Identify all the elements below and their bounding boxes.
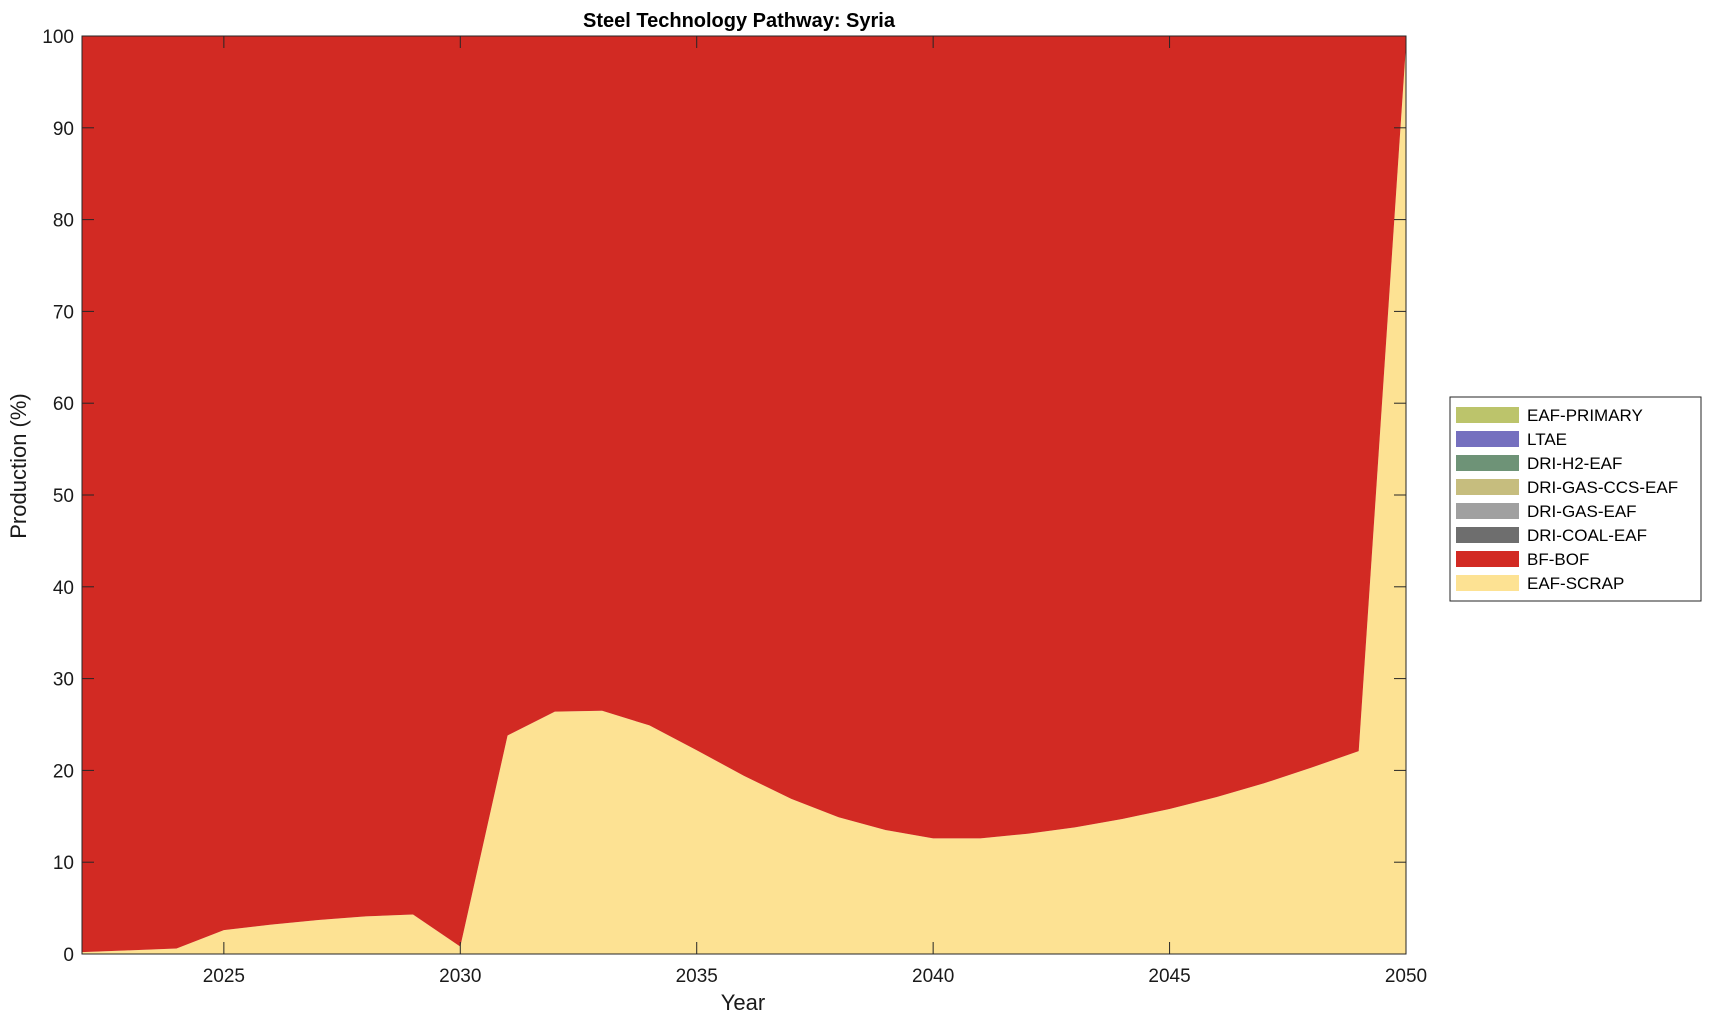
y-tick-label: 70 <box>53 302 74 323</box>
x-tick-label: 2045 <box>1148 966 1190 987</box>
x-tick-label: 2030 <box>439 966 481 987</box>
x-tick-label: 2050 <box>1385 966 1427 987</box>
y-tick-label: 40 <box>53 578 74 599</box>
y-tick-label: 50 <box>53 486 74 507</box>
y-tick-label: 60 <box>53 394 74 415</box>
legend-label: DRI-H2-EAF <box>1527 454 1622 473</box>
area-eaf-scrap <box>82 45 1406 955</box>
legend-swatch <box>1456 407 1519 423</box>
area-series-group <box>82 36 1406 955</box>
legend-label: DRI-COAL-EAF <box>1527 526 1647 545</box>
legend-swatch <box>1456 503 1519 519</box>
legend-label: EAF-PRIMARY <box>1527 406 1643 425</box>
y-axis-tick-labels: 0 10 20 30 40 50 60 70 80 90 100 <box>42 27 74 966</box>
y-tick-label: 10 <box>53 853 74 874</box>
y-tick-label: 90 <box>53 119 74 140</box>
x-axis-tick-labels: 2025 2030 2035 2040 2045 2050 <box>203 966 1427 987</box>
legend-swatch <box>1456 551 1519 567</box>
x-tick-label: 2035 <box>676 966 718 987</box>
chart-legend: EAF-PRIMARY LTAE DRI-H2-EAF DRI-GAS-CCS-EAF… <box>1449 396 1702 602</box>
legend-swatch <box>1456 455 1519 471</box>
plot-area-frame <box>81 35 1407 955</box>
y-tick-label: 20 <box>53 761 74 782</box>
legend-swatch <box>1456 527 1519 543</box>
legend-swatch <box>1456 479 1519 495</box>
legend-swatch <box>1456 431 1519 447</box>
y-tick-label: 30 <box>53 670 74 691</box>
y-tick-label: 100 <box>42 27 74 48</box>
legend-label: DRI-GAS-CCS-EAF <box>1527 478 1678 497</box>
area-bf-bof <box>82 36 1406 953</box>
chart-title: Steel Technology Pathway: Syria <box>583 10 896 32</box>
legend-label: DRI-GAS-EAF <box>1527 502 1637 521</box>
x-tick-label: 2025 <box>203 966 245 987</box>
x-axis-label: Year <box>721 990 765 1015</box>
legend-label: LTAE <box>1527 430 1567 449</box>
y-axis-label: Production (%) <box>6 393 31 539</box>
x-tick-label: 2040 <box>912 966 954 987</box>
y-tick-label: 80 <box>53 211 74 232</box>
legend-box <box>1449 396 1702 602</box>
legend-label: EAF-SCRAP <box>1527 574 1624 593</box>
y-tick-label: 0 <box>63 945 74 966</box>
legend-swatch <box>1456 575 1519 591</box>
legend-label: BF-BOF <box>1527 550 1589 569</box>
